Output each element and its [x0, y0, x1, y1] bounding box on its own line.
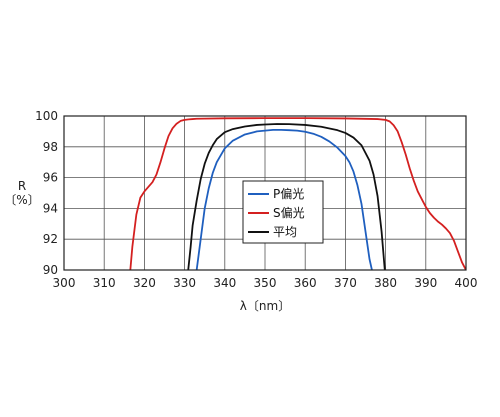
legend-label-2: S偏光 — [273, 205, 305, 220]
x-tick-label: 400 — [455, 276, 478, 290]
plot-frame — [63, 115, 467, 271]
x-tick-label: 350 — [254, 276, 277, 290]
x-tick-label: 380 — [374, 276, 397, 290]
y-tick-label: 90 — [43, 263, 58, 277]
y-tick-label: 96 — [43, 171, 58, 185]
y-tick-label: 98 — [43, 140, 58, 154]
x-tick-label: 300 — [53, 276, 76, 290]
y-tick-label: 92 — [43, 232, 58, 246]
x-tick-label: 330 — [173, 276, 196, 290]
x-tick-label: 390 — [414, 276, 437, 290]
y-tick-label: 94 — [43, 201, 58, 215]
x-tick-label: 360 — [294, 276, 317, 290]
legend-label-1: P偏光 — [273, 186, 304, 201]
y-tick-label: 100 — [35, 109, 58, 123]
y-axis-title-line: R — [18, 179, 26, 193]
x-axis-title: λ〔nm〕 — [240, 299, 290, 313]
x-tick-label: 340 — [213, 276, 236, 290]
series-line-2 — [129, 117, 466, 270]
y-axis-title: R 〔%〕 — [4, 179, 39, 207]
x-tick-label: 370 — [334, 276, 357, 290]
series-line-3 — [187, 123, 386, 270]
legend-label-3: 平均 — [273, 225, 297, 239]
x-tick-label: 320 — [133, 276, 156, 290]
y-axis-title-line: 〔%〕 — [4, 193, 39, 207]
x-tick-label: 310 — [93, 276, 116, 290]
series-line-1 — [195, 128, 373, 270]
